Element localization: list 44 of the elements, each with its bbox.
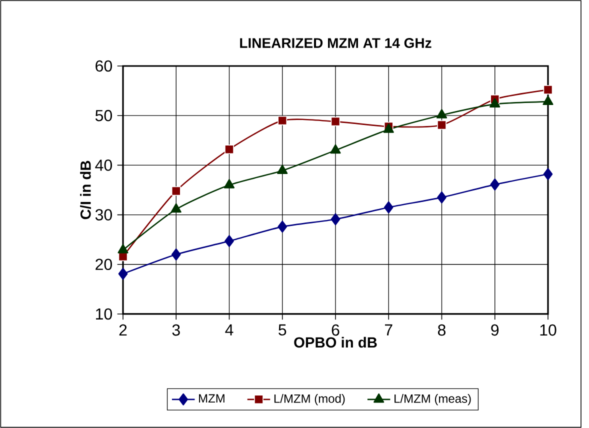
point (330, 116, 340, 126)
y-axis-title: C/I in dB (80, 160, 91, 220)
y-tick-label: 60 (96, 60, 112, 72)
y-tick-label: 10 (96, 308, 112, 320)
chart-title: LINEARIZED MZM AT 14 GHz (240, 38, 432, 48)
point (171, 248, 181, 260)
x-tick-label: 6 (332, 324, 340, 336)
x-tick-label: 3 (172, 324, 180, 336)
legend-label: MZM (199, 394, 224, 403)
legend-label: L/MZM (mod) (274, 394, 345, 406)
point (543, 168, 553, 180)
point (384, 201, 394, 214)
point (543, 85, 553, 94)
point (330, 213, 340, 226)
point (542, 96, 554, 106)
point (118, 244, 128, 254)
point (224, 179, 235, 188)
point (278, 116, 288, 126)
point (171, 186, 181, 196)
y-tick-label: 40 (95, 160, 112, 171)
legend-label: L/MZM (meas) (394, 394, 471, 406)
x-tick-label: 10 (540, 324, 556, 336)
y-tick-label: 20 (96, 258, 112, 270)
y-tick-label: 30 (95, 209, 112, 220)
x-tick-label: 4 (225, 324, 234, 336)
x-tick-label: 5 (278, 324, 286, 336)
point (490, 98, 500, 108)
point (224, 144, 234, 154)
point (277, 164, 288, 174)
point (330, 144, 341, 154)
point (278, 220, 288, 233)
point (490, 178, 500, 191)
point (436, 109, 448, 118)
x-tick-label: 7 (384, 324, 392, 336)
point (170, 203, 182, 213)
x-tick-label: 8 (438, 324, 446, 336)
x-tick-label: 9 (491, 324, 499, 336)
point (437, 120, 446, 130)
x-axis-title: OPBO in dB (294, 336, 377, 348)
point (437, 191, 446, 204)
x-tick-label: 2 (119, 324, 127, 336)
point (224, 235, 234, 248)
point (118, 268, 128, 280)
y-tick-label: 50 (95, 110, 112, 122)
